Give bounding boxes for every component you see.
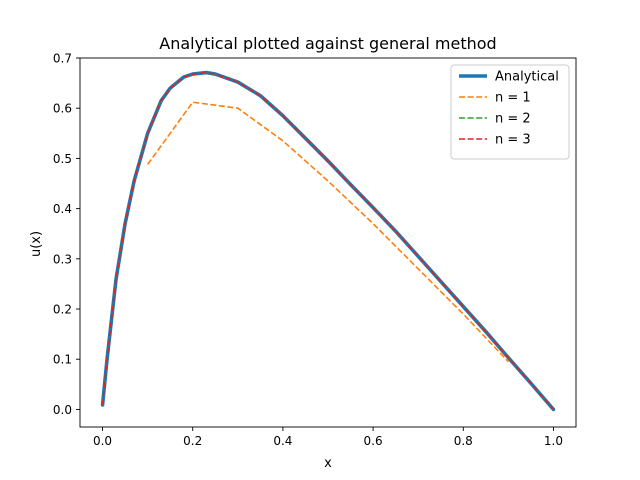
y-tick-label: 0.6 [53,102,72,116]
x-tick-label: 1.0 [544,434,563,448]
legend-label: n = 1 [495,91,531,106]
y-axis-label: u(x) [29,231,44,257]
y-tick-label: 0.1 [53,353,72,367]
y-tick-label: 0.2 [53,303,72,317]
legend-box [450,64,570,160]
x-tick-label: 0.2 [183,434,202,448]
series-line-n-3 [101,71,555,410]
series-line-n-1 [146,101,509,363]
legend-label: n = 2 [495,112,531,127]
legend-label: Analytical [495,70,559,85]
legend: Analytical n = 1 n = 2 n = 3 [450,64,570,160]
y-tick-label: 0.3 [53,252,72,266]
y-tick-label: 0.5 [53,152,72,166]
y-tick-label: 0.0 [53,403,72,417]
legend-label: n = 3 [495,133,531,148]
x-axis-label: x [324,456,332,471]
x-tick-label: 0.4 [273,434,292,448]
x-tick-label: 0.6 [364,434,383,448]
x-tick-label: 0.0 [93,434,112,448]
chart-title: Analytical plotted against general metho… [159,34,496,53]
y-tick-label: 0.4 [53,202,72,216]
x-tick-label: 0.8 [454,434,473,448]
axes-frame [79,57,577,428]
series-group [100,70,556,412]
y-tick-label: 0.7 [53,52,72,66]
plot-area: 0.0 0.2 0.4 0.6 0.8 1.0 0.0 0.1 0.2 0.3 0.4 0.5 0.6 0… [53,52,577,448]
